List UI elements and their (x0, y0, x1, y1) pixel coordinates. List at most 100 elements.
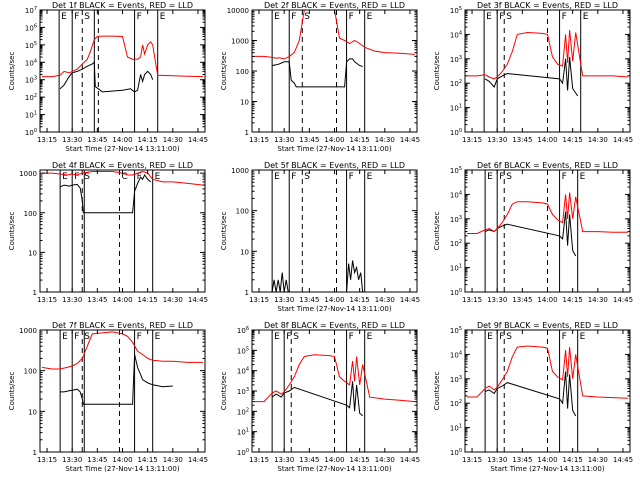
x-tick-label: 14:15 (563, 296, 583, 304)
marker-label: F (291, 12, 296, 22)
y-tick-label: 1000 (19, 327, 37, 335)
events-series-line (484, 56, 579, 97)
lld-series-line (467, 345, 629, 399)
x-tick-label: 13:30 (487, 296, 507, 304)
x-tick-label: 14:00 (537, 296, 557, 304)
y-axis-label: Counts/sec (220, 212, 228, 251)
x-tick-label: 14:15 (138, 296, 158, 304)
x-tick-label: 13:45 (299, 456, 319, 464)
events-series-line (59, 174, 152, 214)
y-tick-label: 103 (237, 387, 249, 396)
plot-frame (39, 169, 206, 293)
x-tick-label: 14:15 (350, 296, 370, 304)
x-tick-label: 14:30 (163, 456, 183, 464)
x-tick-label: 14:30 (588, 296, 608, 304)
x-tick-label: 14:45 (400, 136, 420, 144)
y-tick-label: 105 (237, 346, 249, 355)
marker-label: S (506, 332, 512, 342)
y-tick-label: 102 (25, 93, 37, 102)
events-series-line (60, 354, 173, 405)
x-axis-label: Start Time (27-Nov-14 13:11:00) (277, 305, 391, 313)
y-tick-label: 103 (450, 375, 462, 384)
y-axis-label: Counts/sec (433, 372, 441, 411)
marker-label: S (84, 12, 90, 22)
marker-label: S (84, 332, 90, 342)
x-tick-label: 14:45 (400, 456, 420, 464)
y-axis-label: Counts/sec (433, 212, 441, 251)
marker-label: E (580, 332, 586, 342)
marker-label: F (291, 172, 296, 182)
y-tick-label: 101 (237, 428, 249, 437)
x-tick-label: 14:15 (563, 136, 583, 144)
marker-label: F (562, 12, 567, 22)
y-tick-label: 100 (236, 208, 249, 216)
marker-label: F (499, 172, 504, 182)
x-tick-label: 13:45 (87, 456, 107, 464)
marker-label: E (61, 12, 67, 22)
marker-label: E (486, 12, 492, 22)
marker-label: F (349, 12, 354, 22)
y-tick-label: 102 (237, 407, 249, 416)
chart-title: Det 7f BLACK = Events, RED = LLD (52, 321, 193, 330)
x-tick-label: 13:30 (274, 296, 294, 304)
x-tick-label: 13:15 (37, 456, 57, 464)
x-tick-label: 14:15 (350, 456, 370, 464)
y-tick-label: 100 (450, 128, 462, 137)
y-tick-label: 1 (245, 129, 249, 137)
x-tick-label: 14:45 (188, 296, 208, 304)
marker-label: F (499, 332, 504, 342)
x-tick-label: 13:15 (249, 296, 269, 304)
x-axis-label: Start Time (27-Nov-14 13:11:00) (277, 145, 391, 153)
marker-label: F (499, 12, 504, 22)
y-tick-label: 104 (450, 350, 462, 359)
x-tick-label: 14:30 (375, 136, 395, 144)
x-axis-label: Start Time (27-Nov-14 13:11:00) (65, 465, 179, 473)
x-tick-label: 14:30 (375, 296, 395, 304)
marker-label: F (137, 12, 142, 22)
plot-frame (39, 329, 206, 453)
y-tick-label: 10 (28, 408, 37, 416)
marker-label: S (304, 172, 310, 182)
y-tick-label: 100 (25, 128, 37, 137)
marker-label: E (62, 332, 68, 342)
x-tick-label: 13:45 (299, 296, 319, 304)
chart-panel-8: Det 8f BLACK = Events, RED = LLD Counts/s… (220, 321, 420, 473)
x-axis-label: Start Time (27-Nov-14 13:11:00) (490, 465, 604, 473)
x-tick-label: 14:15 (563, 456, 583, 464)
plot-frame (251, 169, 418, 293)
y-tick-label: 100 (450, 288, 462, 297)
chart-panel-1: Det 1f BLACK = Events, RED = LLD Counts/s… (8, 1, 208, 153)
y-tick-label: 1 (245, 289, 249, 297)
x-tick-label: 13:30 (487, 456, 507, 464)
x-tick-label: 14:45 (188, 136, 208, 144)
y-tick-label: 102 (450, 399, 462, 408)
chart-title: Det 9f BLACK = Events, RED = LLD (477, 321, 618, 330)
marker-label: E (367, 172, 373, 182)
events-series-line (271, 260, 364, 292)
marker-label: E (274, 12, 280, 22)
x-tick-label: 13:15 (462, 136, 482, 144)
y-axis-label: Counts/sec (8, 212, 16, 251)
y-tick-label: 103 (450, 55, 462, 64)
x-tick-label: 14:00 (324, 456, 344, 464)
y-tick-label: 104 (450, 190, 462, 199)
x-tick-label: 14:30 (588, 136, 608, 144)
y-tick-label: 100 (236, 68, 249, 76)
x-tick-label: 14:45 (613, 296, 633, 304)
x-tick-label: 13:15 (462, 296, 482, 304)
lld-series-line (42, 35, 204, 78)
chart-title: Det 4f BLACK = Events, RED = LLD (52, 161, 193, 170)
marker-label: F (562, 332, 567, 342)
lld-series-line (254, 10, 416, 60)
x-tick-label: 13:15 (249, 456, 269, 464)
y-tick-label: 1000 (231, 38, 249, 46)
y-tick-label: 1000 (231, 167, 249, 175)
marker-label: E (367, 12, 373, 22)
marker-label: E (62, 172, 68, 182)
x-tick-label: 14:00 (112, 136, 132, 144)
y-tick-label: 105 (450, 326, 462, 335)
lld-series-line (254, 354, 416, 403)
y-tick-label: 105 (450, 166, 462, 175)
x-tick-label: 13:30 (62, 296, 82, 304)
x-tick-label: 14:45 (400, 296, 420, 304)
